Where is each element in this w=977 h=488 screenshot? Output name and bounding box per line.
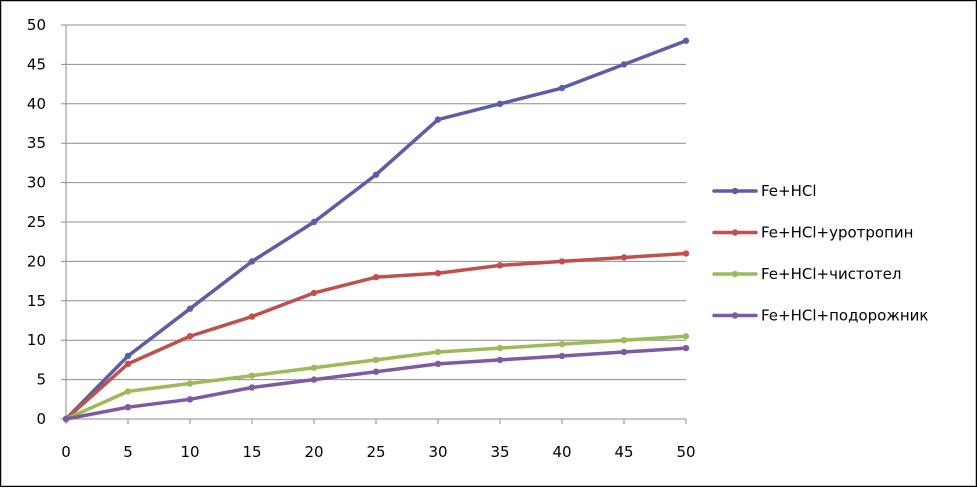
series-lines xyxy=(62,37,690,423)
x-tick-label: 0 xyxy=(61,443,71,461)
y-tick-label: 15 xyxy=(27,292,46,310)
data-point xyxy=(620,337,628,344)
legend-entry: Fe+HCl+уротропин xyxy=(712,224,913,242)
data-point xyxy=(558,84,566,92)
x-tick-label: 5 xyxy=(123,443,133,461)
legend-swatch-marker xyxy=(731,312,739,319)
data-point xyxy=(186,396,194,403)
data-point xyxy=(310,218,318,226)
y-tick-label: 50 xyxy=(27,16,46,34)
legend-entry: Fe+HCl+подорожник xyxy=(712,307,928,325)
y-tick-label: 20 xyxy=(27,252,46,270)
legend-label: Fe+HCl+чистотел xyxy=(761,265,901,283)
y-tick-label: 30 xyxy=(27,174,46,192)
legend-label: Fe+HCl+уротропин xyxy=(761,224,913,242)
data-point xyxy=(372,273,380,281)
y-tick-label: 10 xyxy=(27,331,46,349)
data-point xyxy=(248,384,256,391)
series-3 xyxy=(62,333,690,423)
x-tick-label: 35 xyxy=(490,443,509,461)
x-tick-label: 50 xyxy=(676,443,695,461)
y-tick-label: 45 xyxy=(27,55,46,73)
x-axis-tick-labels: 0 5 10 15 20 25 30 35 40 45 50 xyxy=(61,443,695,461)
legend-entry: Fe+HCl+чистотел xyxy=(712,265,901,283)
y-tick-label: 35 xyxy=(27,134,46,152)
data-point xyxy=(372,368,380,375)
data-point xyxy=(682,250,690,257)
data-point xyxy=(682,344,690,352)
data-point xyxy=(186,380,194,387)
x-tick-label: 25 xyxy=(366,443,385,461)
data-point xyxy=(310,289,318,297)
series-2 xyxy=(62,250,690,423)
data-point xyxy=(496,356,504,364)
data-point xyxy=(496,100,504,108)
data-point xyxy=(434,116,442,123)
x-tick-label: 45 xyxy=(614,443,633,461)
data-point xyxy=(372,171,380,178)
legend-label: Fe+HCl xyxy=(761,182,817,200)
data-point xyxy=(682,333,690,340)
legend-swatch-marker xyxy=(731,187,739,195)
data-point xyxy=(558,258,566,265)
y-tick-label: 40 xyxy=(27,95,46,113)
data-point xyxy=(248,313,256,320)
y-tick-label: 5 xyxy=(36,371,46,389)
y-tick-label: 0 xyxy=(36,410,46,428)
data-point xyxy=(124,360,132,368)
data-point xyxy=(186,305,194,312)
data-point xyxy=(372,356,380,364)
data-point xyxy=(682,37,690,44)
data-point xyxy=(248,372,256,379)
data-point xyxy=(310,376,318,383)
x-tick-label: 15 xyxy=(242,443,261,461)
data-point xyxy=(186,333,194,340)
data-point xyxy=(620,348,628,356)
x-tick-label: 30 xyxy=(428,443,447,461)
data-point xyxy=(434,270,442,277)
data-point xyxy=(124,403,132,411)
axes xyxy=(61,24,687,424)
legend-swatch-marker xyxy=(731,270,739,278)
legend: Fe+HCl Fe+HCl+уротропин Fe+HCl+чистотел Fe+… xyxy=(712,182,928,325)
gridlines xyxy=(66,24,686,381)
data-point xyxy=(496,344,504,352)
x-tick-label: 40 xyxy=(552,443,571,461)
data-point xyxy=(124,388,132,395)
series-4 xyxy=(62,344,690,423)
data-point xyxy=(248,258,256,265)
data-point xyxy=(558,352,566,360)
data-point xyxy=(496,262,504,269)
data-point xyxy=(620,61,628,68)
data-point xyxy=(434,360,442,368)
data-point xyxy=(558,340,566,348)
data-point xyxy=(62,415,70,423)
y-axis-tick-labels: 0 5 10 15 20 25 30 35 40 45 50 xyxy=(27,16,46,428)
data-point xyxy=(434,348,442,356)
series-1 xyxy=(62,37,690,423)
legend-entry: Fe+HCl xyxy=(712,182,817,200)
x-tick-label: 10 xyxy=(180,443,199,461)
y-tick-label: 25 xyxy=(27,213,46,231)
data-point xyxy=(124,352,132,360)
data-point xyxy=(310,364,318,371)
data-point xyxy=(620,254,628,261)
x-tick-label: 20 xyxy=(304,443,323,461)
legend-label: Fe+HCl+подорожник xyxy=(761,307,928,325)
legend-swatch-marker xyxy=(731,229,739,236)
